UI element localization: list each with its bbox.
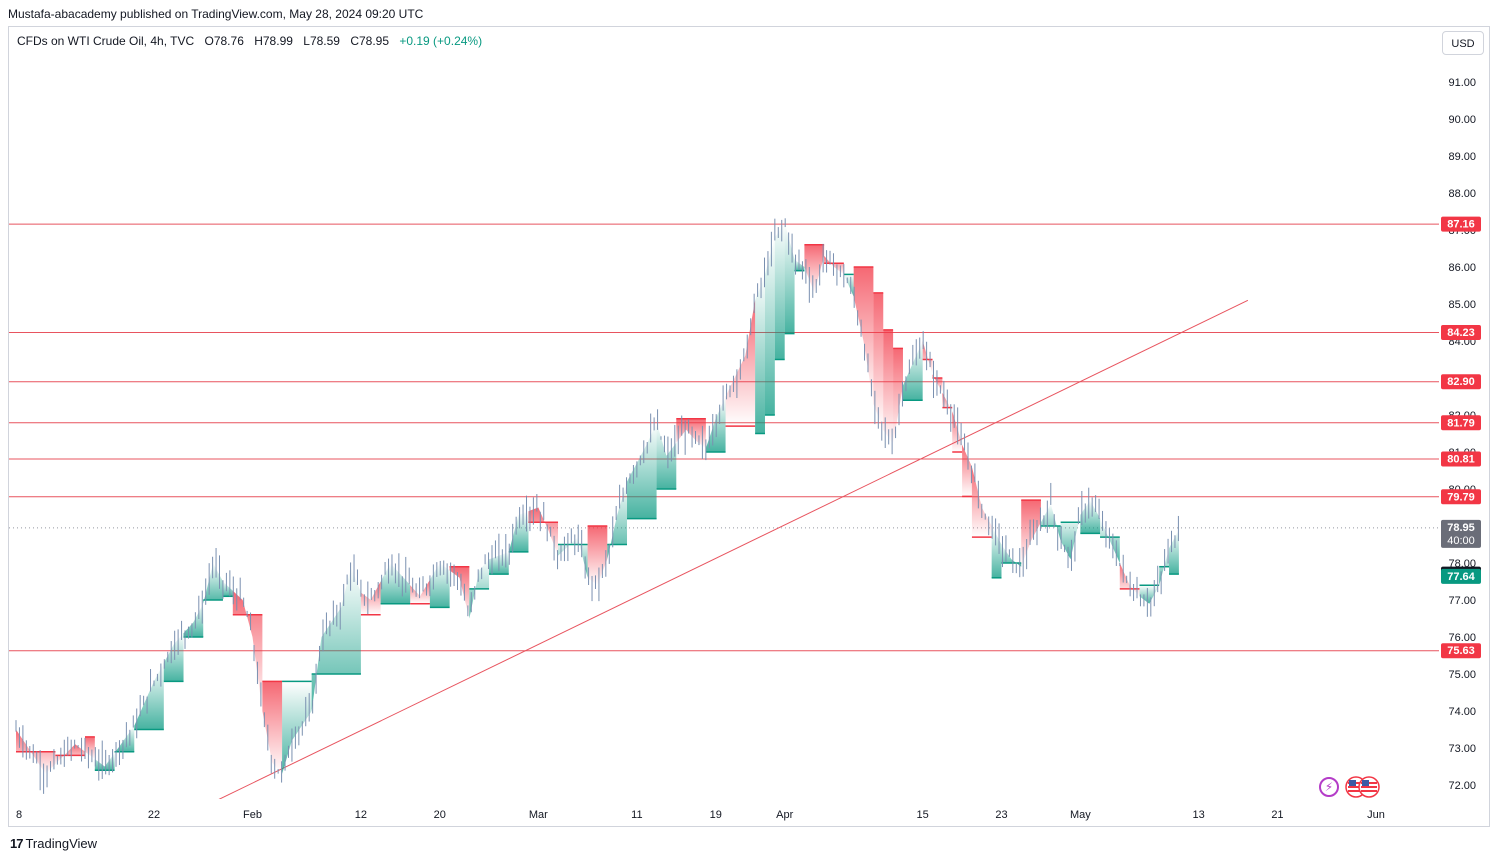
us-flag-icon[interactable] — [1345, 776, 1381, 798]
brand-name: TradingView — [25, 836, 98, 851]
ohlc-open: O78.76 — [204, 34, 244, 48]
ohlc-high: H78.99 — [254, 34, 293, 48]
lightning-icon[interactable]: ⚡ — [1319, 777, 1339, 797]
chart-frame — [8, 26, 1490, 827]
symbol-name: CFDs on WTI Crude Oil, 4h, TVC — [17, 34, 195, 48]
tradingview-logo-icon: 17 — [10, 836, 24, 851]
symbol-legend: CFDs on WTI Crude Oil, 4h, TVC O78.76 H7… — [17, 34, 489, 48]
publisher-credit: Mustafa-abacademy published on TradingVi… — [8, 7, 424, 21]
ohlc-low: L78.59 — [303, 34, 340, 48]
tradingview-brand[interactable]: 17 TradingView — [10, 836, 97, 851]
currency-button[interactable]: USD — [1442, 31, 1484, 55]
price-change: +0.19 (+0.24%) — [399, 34, 483, 48]
ohlc-close: C78.95 — [350, 34, 390, 48]
